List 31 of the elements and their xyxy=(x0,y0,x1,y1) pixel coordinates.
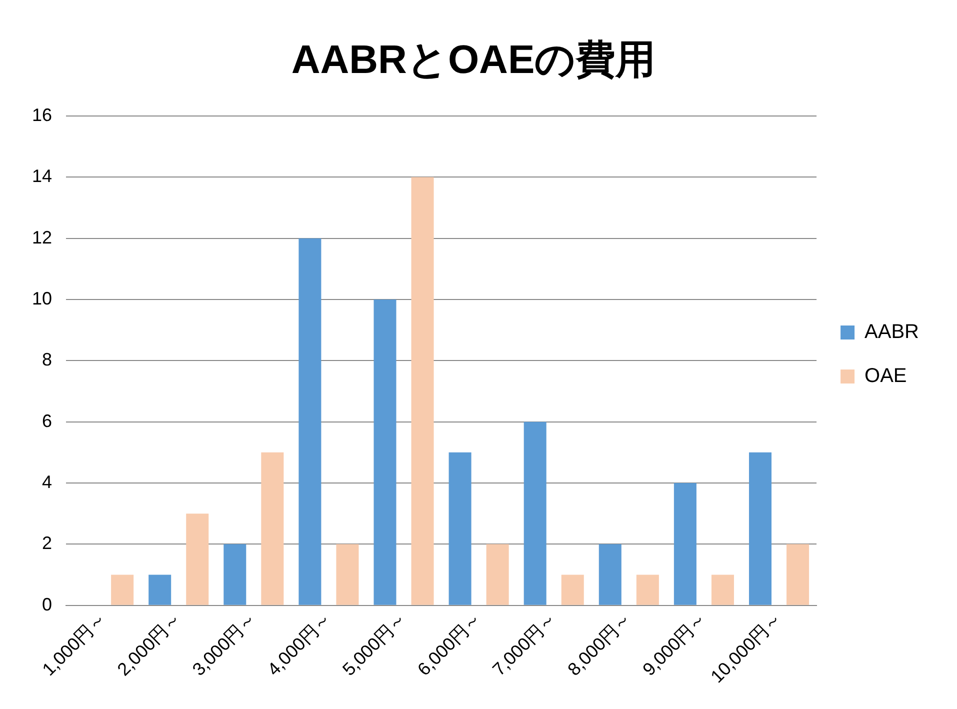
y-tick-label: 16 xyxy=(32,104,52,125)
y-tick-label: 0 xyxy=(42,594,52,614)
y-tick-label: 10 xyxy=(32,288,52,308)
bar xyxy=(561,574,584,605)
legend-label: AABR xyxy=(864,321,920,344)
bar xyxy=(411,177,434,605)
bar xyxy=(224,544,246,605)
bar xyxy=(636,574,659,605)
bar xyxy=(111,574,134,605)
bar xyxy=(748,452,772,605)
legend-label: OAE xyxy=(864,365,907,388)
bar xyxy=(786,544,810,605)
bar xyxy=(524,422,546,605)
bar xyxy=(486,544,509,605)
y-tick-label: 14 xyxy=(32,166,52,186)
chart-title: AABRとOAEの費用 xyxy=(291,38,656,82)
y-tick-label: 8 xyxy=(42,350,52,370)
y-tick-label: 4 xyxy=(42,472,52,492)
bar xyxy=(674,483,696,605)
bar xyxy=(374,300,396,605)
bar xyxy=(298,238,322,605)
bar xyxy=(711,574,734,605)
bar xyxy=(148,574,172,605)
bar xyxy=(336,544,359,605)
bar xyxy=(261,452,284,605)
bar xyxy=(448,452,472,605)
y-tick-label: 2 xyxy=(42,533,52,554)
bar xyxy=(186,514,209,605)
y-tick-label: 6 xyxy=(42,410,52,431)
bar xyxy=(598,544,622,605)
y-tick-label: 12 xyxy=(32,227,52,248)
